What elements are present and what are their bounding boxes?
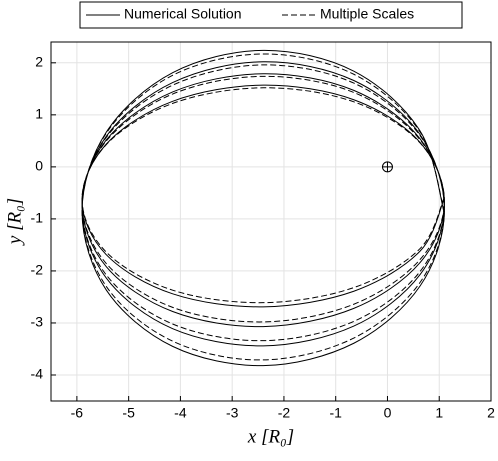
- x-tick-label: 0: [384, 405, 392, 421]
- y-tick-label: -3: [31, 314, 44, 330]
- legend-box: [79, 1, 463, 29]
- x-axis-title: x [R₀]: [247, 426, 294, 447]
- legend-label: Multiple Scales: [320, 6, 414, 22]
- y-tick-label: -1: [31, 210, 44, 226]
- x-tick-label: -5: [122, 405, 135, 421]
- x-tick-label: -4: [174, 405, 187, 421]
- y-tick-label: -4: [31, 366, 44, 382]
- y-tick-label: 2: [35, 54, 43, 70]
- x-tick-label: 1: [435, 405, 443, 421]
- y-tick-label: 0: [35, 158, 43, 174]
- x-tick-label: -6: [71, 405, 84, 421]
- y-axis-title: y [R₀]: [4, 198, 25, 246]
- x-tick-label: 2: [487, 405, 495, 421]
- plot-area: [51, 42, 491, 401]
- legend-label: Numerical Solution: [124, 6, 242, 22]
- plot-border: [50, 41, 492, 402]
- origin-marker-cross: [382, 161, 393, 172]
- x-tick-label: -3: [226, 405, 239, 421]
- trajectory-line: [81, 53, 445, 361]
- trajectory-line: [81, 49, 445, 367]
- x-tick-label: -2: [278, 405, 291, 421]
- x-tick-label: -1: [329, 405, 342, 421]
- y-tick-label: -2: [31, 262, 44, 278]
- y-tick-label: 1: [35, 106, 43, 122]
